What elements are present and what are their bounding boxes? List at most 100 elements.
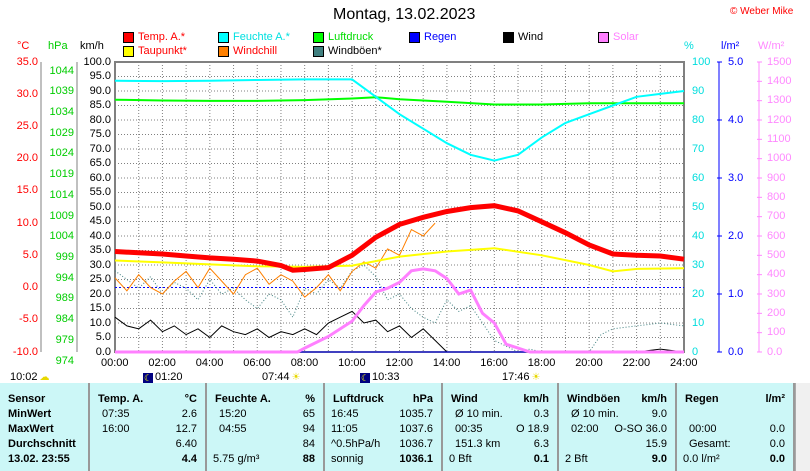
axis-tick-percent: 40 xyxy=(692,229,705,242)
axis-tick-kmh: 100.0 xyxy=(83,55,111,68)
cell-value: 0.0 xyxy=(769,438,785,450)
axis-tick-kmh: 65.0 xyxy=(89,157,111,169)
legend-item: Wind xyxy=(503,31,543,43)
cell-value: 2.6 xyxy=(181,408,197,420)
axis-tick-kmh: 75.0 xyxy=(89,128,111,140)
axis-tick-kmh: 15.0 xyxy=(89,302,111,314)
axis-tick-hpa: 1004 xyxy=(49,230,74,243)
legend-label: Temp. A.* xyxy=(138,31,186,43)
axis-tick-percent: 10 xyxy=(692,316,705,329)
axis-tick-solar: 1100 xyxy=(767,132,791,145)
legend-label: Windchill xyxy=(233,45,278,57)
astro-event: ☾ 01:20 xyxy=(143,371,183,384)
moonrise-icon: ☾ xyxy=(360,372,370,383)
axis-tick-rain: 5.0 xyxy=(728,55,744,68)
series-line-luftdruck xyxy=(114,96,684,106)
axis-tick-celsius: 30.0 xyxy=(16,87,38,100)
axis-unit-rain: l/m² xyxy=(721,40,740,52)
cell-value: 88 xyxy=(302,453,315,465)
astro-time: 10:33 xyxy=(372,371,400,383)
axis-tick-solar: 200 xyxy=(767,306,786,319)
axis-tick-kmh: 70.0 xyxy=(89,142,111,155)
axis-tick-kmh: 90.0 xyxy=(89,84,111,97)
axis-tick-hpa: 974 xyxy=(55,354,74,367)
cell-value: 1035.7 xyxy=(399,408,433,420)
axis-tick-time: 20:00 xyxy=(575,357,603,369)
astro-event: 10:02 ☁ xyxy=(10,371,50,384)
sunset-icon: ☀ xyxy=(531,372,541,383)
axis-tick-celsius: 20.0 xyxy=(16,152,38,165)
axis-tick-percent: 20 xyxy=(692,287,705,300)
axis-unit-kmh: km/h xyxy=(80,40,104,52)
legend-label: Luftdruck xyxy=(328,31,374,43)
axis-tick-kmh: 45.0 xyxy=(89,215,111,227)
axis-tick-time: 10:00 xyxy=(338,357,366,369)
axis-tick-time: 08:00 xyxy=(290,357,319,369)
cell-value: 9.0 xyxy=(651,453,667,465)
scrollbar[interactable] xyxy=(795,383,810,471)
axis-tick-celsius: 5.0 xyxy=(22,248,38,261)
axis-tick-celsius: 35.0 xyxy=(16,55,38,68)
axis-tick-solar: 300 xyxy=(767,287,786,300)
legend-swatch-icon xyxy=(313,31,324,43)
axis-tick-hpa: 979 xyxy=(55,333,74,346)
axis-unit-celsius: °C xyxy=(17,40,30,52)
legend-item: Solar xyxy=(598,31,639,43)
axis-tick-hpa: 1014 xyxy=(49,188,74,201)
table-column-sensor: Sensor MinWert MaxWert Durchschnitt 13.02. 2… xyxy=(0,383,90,471)
cell-info: Ø 10 min. xyxy=(571,408,619,420)
cell-value: 12.7 xyxy=(175,423,197,435)
axis-tick-time: 04:00 xyxy=(195,357,224,369)
astro-event: 17:46 ☀ xyxy=(502,371,541,384)
axis-tick-kmh: 10.0 xyxy=(89,316,111,329)
cell-info: 0.0 l/m² xyxy=(683,453,720,465)
legend-item: Luftdruck xyxy=(313,31,373,43)
page-title: Montag, 13.02.2023 xyxy=(333,6,476,23)
column-header: Feuchte A. xyxy=(215,393,271,405)
axis-tick-time: 02:00 xyxy=(148,357,176,369)
cell-value: O-SO 36.0 xyxy=(614,423,667,435)
axis-tick-kmh: 35.0 xyxy=(89,244,111,256)
column-header: Temp. A. xyxy=(98,393,144,405)
row-label: 13.02. 23:55 xyxy=(8,453,70,465)
axis-tick-kmh: 85.0 xyxy=(89,99,111,111)
axis-tick-percent: 90 xyxy=(692,84,705,97)
axis-tick-time: 14:00 xyxy=(432,357,461,369)
cell-value: 0.0 xyxy=(769,423,785,435)
axis-tick-percent: 0 xyxy=(692,345,699,358)
legend-item: Temp. A.* xyxy=(123,31,185,43)
legend-label: Taupunkt* xyxy=(138,45,187,57)
axis-tick-solar: 800 xyxy=(767,190,786,203)
axis-tick-kmh: 50.0 xyxy=(89,200,111,213)
axis-tick-celsius: -5.0 xyxy=(19,313,38,326)
row-label: MinWert xyxy=(8,408,52,420)
legend-swatch-icon xyxy=(313,45,324,57)
column-header: Wind xyxy=(451,393,478,405)
astro-event: ☾ 10:33 xyxy=(360,371,400,384)
cell-info: 11:05 xyxy=(331,423,358,435)
axis-tick-solar: 500 xyxy=(767,248,786,261)
axis-tick-hpa: 1034 xyxy=(49,105,74,118)
legend-swatch-icon xyxy=(123,45,134,57)
legend-swatch-icon xyxy=(218,31,229,43)
axis-tick-time: 12:00 xyxy=(385,357,414,369)
cell-info: 151.3 km xyxy=(455,438,501,450)
cell-value: 15.9 xyxy=(645,438,667,450)
astro-time: 10:02 xyxy=(10,371,38,383)
cell-info: 00:35 xyxy=(455,423,483,435)
astro-time: 07:44 xyxy=(262,371,290,383)
cell-value: O 18.9 xyxy=(515,423,549,435)
axis-tick-percent: 80 xyxy=(692,113,705,126)
cell-value: 4.4 xyxy=(181,453,197,465)
cell-info: 16:00 xyxy=(102,423,130,435)
cell-value: 6.40 xyxy=(175,438,197,450)
axis-tick-hpa: 1009 xyxy=(49,209,74,222)
legend-label: Windböen* xyxy=(328,45,382,57)
axis-tick-kmh: 40.0 xyxy=(89,229,111,242)
cell-value: 84 xyxy=(302,438,315,450)
legend-item: Windchill xyxy=(218,45,277,57)
column-header: Sensor xyxy=(8,393,46,405)
axis-tick-percent: 60 xyxy=(692,171,705,184)
axis-tick-solar: 600 xyxy=(767,229,786,242)
legend-label: Wind xyxy=(518,31,544,43)
